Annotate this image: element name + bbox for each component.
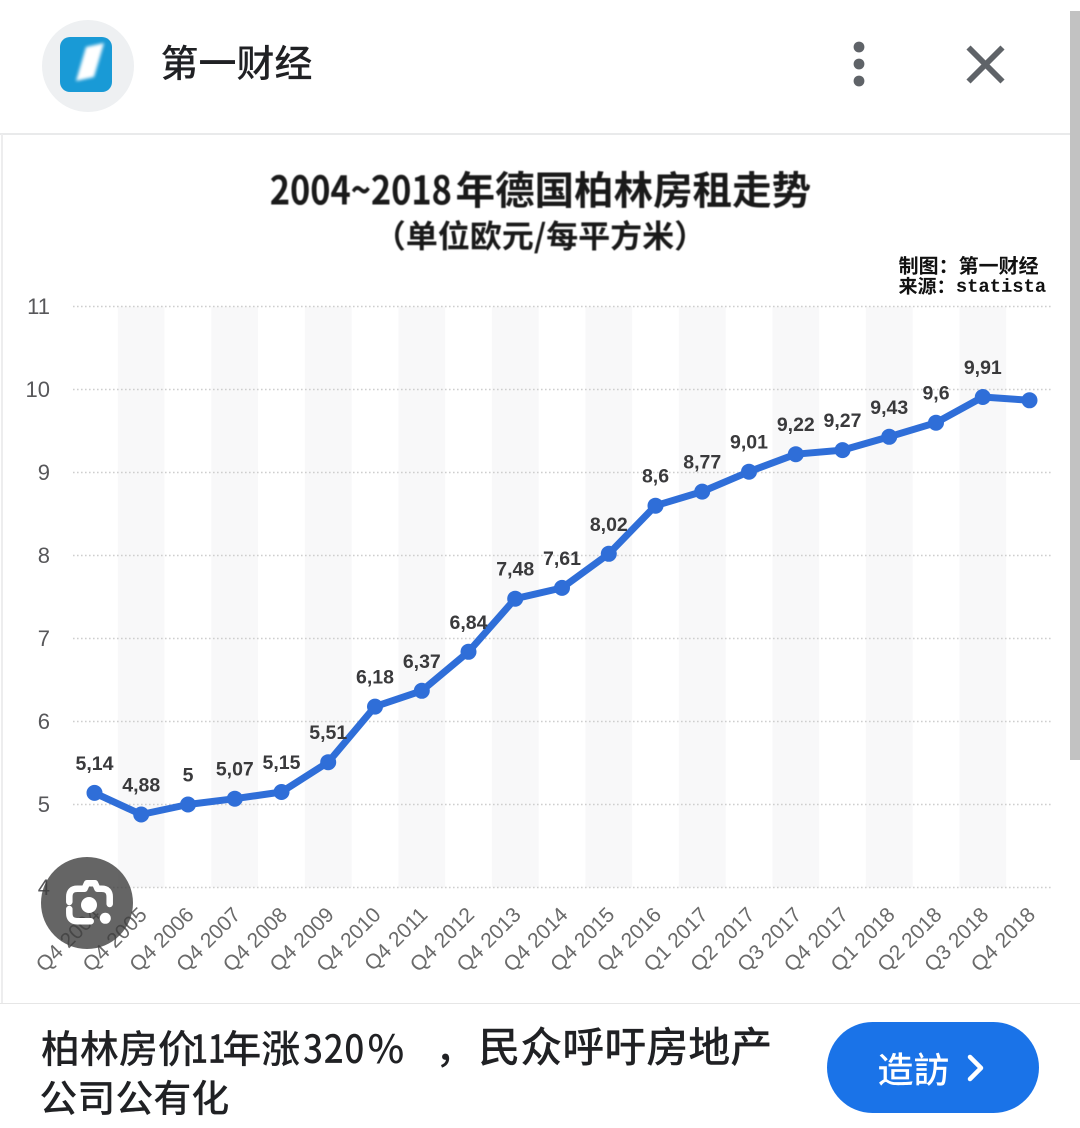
svg-text:4,88: 4,88 [122, 774, 160, 796]
svg-text:5,15: 5,15 [263, 752, 301, 774]
svg-text:5,51: 5,51 [309, 722, 347, 744]
svg-text:6,84: 6,84 [450, 612, 488, 634]
svg-text:5,14: 5,14 [76, 753, 114, 775]
svg-text:8,6: 8,6 [642, 466, 669, 488]
svg-text:8: 8 [38, 543, 50, 568]
svg-text:9,22: 9,22 [777, 414, 815, 436]
svg-text:5: 5 [38, 792, 50, 817]
svg-text:9,27: 9,27 [824, 410, 862, 432]
svg-text:5,07: 5,07 [216, 759, 254, 781]
svg-text:11: 11 [27, 294, 50, 319]
svg-text:6,18: 6,18 [356, 667, 394, 689]
svg-text:7,61: 7,61 [543, 548, 581, 570]
svg-text:6,37: 6,37 [403, 651, 441, 673]
svg-text:7: 7 [38, 626, 50, 651]
svg-text:8,77: 8,77 [683, 452, 721, 474]
svg-text:6: 6 [38, 709, 50, 734]
svg-text:10: 10 [26, 377, 50, 402]
svg-text:8,02: 8,02 [590, 514, 628, 536]
svg-text:9,6: 9,6 [922, 383, 949, 405]
svg-text:7,48: 7,48 [496, 559, 534, 581]
svg-text:9,43: 9,43 [870, 397, 908, 419]
svg-text:5: 5 [183, 765, 194, 787]
svg-text:9,91: 9,91 [964, 357, 1002, 379]
svg-text:9,01: 9,01 [730, 432, 768, 454]
svg-text:9: 9 [38, 460, 50, 485]
